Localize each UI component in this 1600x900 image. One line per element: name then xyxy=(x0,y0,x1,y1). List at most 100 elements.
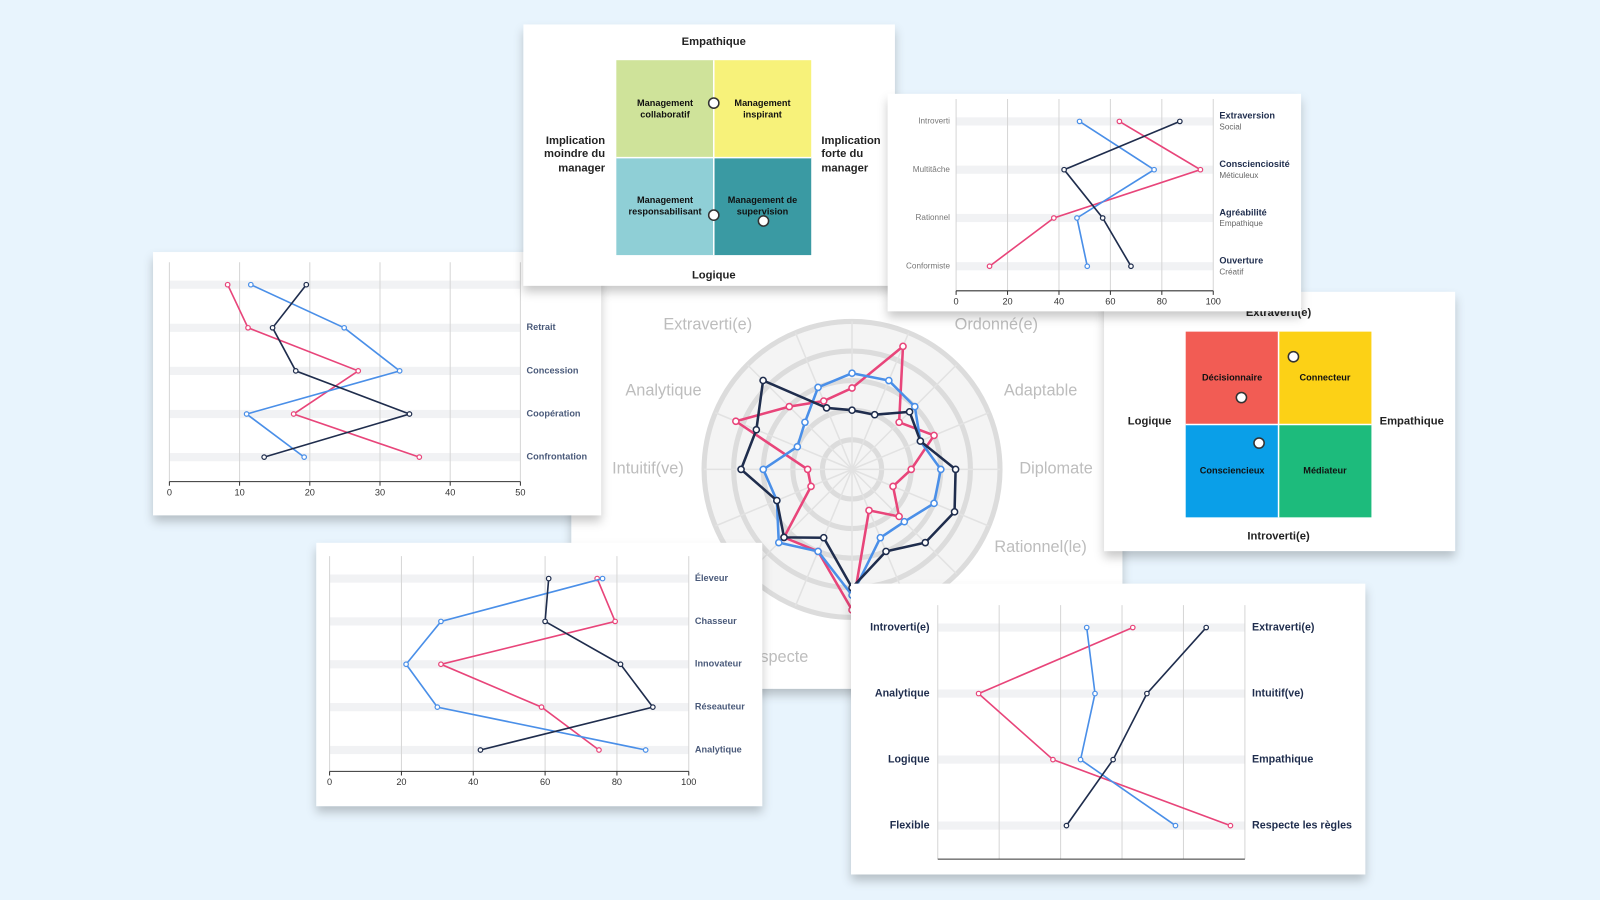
axis-label-left: Implication moindre du manager xyxy=(543,134,606,175)
radar-point xyxy=(870,410,879,419)
axis-label-bottom: Logique xyxy=(692,269,736,281)
x-tick-label: 30 xyxy=(375,487,385,497)
series-line xyxy=(1065,627,1207,827)
quadrant-label-box: Management de supervision xyxy=(728,195,797,216)
quadrant xyxy=(1185,331,1279,425)
series-point xyxy=(1076,118,1083,125)
right-label: Empathique xyxy=(1252,753,1313,765)
series-point xyxy=(396,368,403,374)
scene: Introverti(e) Ordonné(e) Adaptable Diplomat… xyxy=(153,24,1456,875)
x-tick-label: 20 xyxy=(305,487,315,497)
row-band xyxy=(329,745,689,755)
left-label: Introverti(e) xyxy=(870,621,930,633)
axis-label-right: Empathique xyxy=(1379,415,1444,428)
series-point xyxy=(341,324,348,331)
axis-label-left-box: Implication moindre du manager xyxy=(543,134,606,175)
right-label-title: Conscienciosité xyxy=(1219,159,1289,169)
quadrant xyxy=(713,157,812,256)
quadrant-label: Management responsabilisant xyxy=(628,195,702,217)
series-point xyxy=(1083,624,1090,631)
quadrant-label-box: Consciencieux xyxy=(1200,465,1265,475)
series-line xyxy=(1062,120,1181,267)
radar-point xyxy=(848,406,856,415)
radar-point xyxy=(819,533,828,542)
series-point xyxy=(1227,822,1234,829)
series-line xyxy=(1076,120,1156,267)
series-point xyxy=(986,263,993,270)
axis-label-right: Implication forte du manager xyxy=(821,134,881,175)
radar-point xyxy=(889,482,897,491)
radar-axis-label: Ordonné(e) xyxy=(955,315,1038,333)
quadrant-label: Connecteur xyxy=(1299,372,1351,383)
profile-point xyxy=(1287,350,1300,363)
radar-point xyxy=(921,538,930,547)
quadrant-label: Décisionnaire xyxy=(1202,372,1263,383)
row-band xyxy=(329,703,689,712)
profile-point xyxy=(1235,391,1248,404)
right-label: Analytique xyxy=(695,744,742,754)
radar-point xyxy=(803,465,812,474)
series-point xyxy=(292,368,299,374)
radar-point xyxy=(737,465,745,474)
quadrant-label: Management collaboratif xyxy=(636,97,694,120)
axis-label-right-box: Empathique xyxy=(1379,415,1444,428)
series-line xyxy=(989,120,1203,267)
series-point xyxy=(438,661,444,668)
series-point xyxy=(642,747,649,753)
radar-point xyxy=(848,369,856,378)
axis-label-left: Logique xyxy=(1127,415,1172,428)
radar-point xyxy=(780,533,788,542)
left-label: Analytique xyxy=(875,687,930,699)
radar-spoke xyxy=(851,364,958,470)
quadrant-label: Management inspirant xyxy=(734,97,791,120)
series-point xyxy=(243,411,250,417)
series-point xyxy=(434,704,441,710)
series-point xyxy=(1144,690,1150,697)
left-label: Logique xyxy=(888,753,930,765)
row-band xyxy=(329,617,689,626)
row-band xyxy=(937,689,1245,698)
series-point xyxy=(538,704,545,710)
series-point xyxy=(416,454,423,460)
x-tick-label: 60 xyxy=(1105,296,1115,306)
series-point xyxy=(1061,166,1067,173)
series-point xyxy=(261,454,268,460)
right-label: Intuitif(ve) xyxy=(1252,687,1304,699)
right-label: Éleveur xyxy=(695,573,729,583)
series-point xyxy=(1084,263,1091,270)
series-point xyxy=(1116,118,1123,125)
series-point xyxy=(1128,263,1134,270)
series-point xyxy=(355,368,362,374)
axis-label-top: Empathique xyxy=(682,36,746,48)
quadrant xyxy=(713,60,812,158)
series-point xyxy=(1197,166,1204,173)
right-label: Retrait xyxy=(527,322,556,332)
x-tick-label: 0 xyxy=(327,777,332,787)
panel xyxy=(316,542,763,807)
axis-label-left-box: Logique xyxy=(1127,415,1172,428)
radar-point xyxy=(732,417,740,426)
series-point xyxy=(438,618,444,625)
series-point xyxy=(1172,822,1179,829)
series-line xyxy=(977,626,1231,827)
row-band xyxy=(169,409,521,419)
series-point xyxy=(1176,118,1183,125)
x-tick-label: 40 xyxy=(445,487,455,497)
left-label: Rationnel xyxy=(916,213,951,222)
x-tick-label: 0 xyxy=(167,487,172,497)
radar-point xyxy=(885,376,893,385)
series-point xyxy=(1110,756,1116,763)
radar-axis-label: Analytique xyxy=(625,382,701,400)
radar-axis-label: Diplomate xyxy=(1019,460,1092,478)
series-point xyxy=(542,618,548,625)
row-band xyxy=(937,755,1245,764)
quadrant xyxy=(1278,331,1372,425)
series-point xyxy=(599,575,606,582)
series-point xyxy=(1074,215,1080,221)
radar-point xyxy=(801,418,809,427)
quadrant xyxy=(1278,424,1372,518)
series-point xyxy=(596,747,602,753)
right-label-subtitle: Social xyxy=(1219,123,1241,132)
right-label: Coopération xyxy=(527,408,581,418)
